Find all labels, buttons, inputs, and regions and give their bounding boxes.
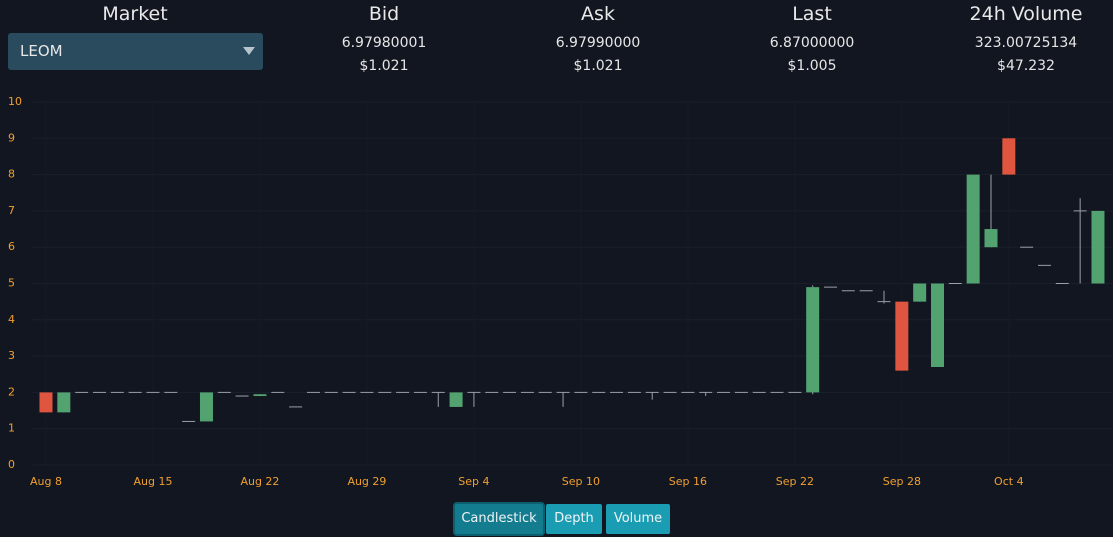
last-column: Last 6.87000000 $1.005 [705,0,919,77]
column-header: Ask [581,3,615,25]
candle-body [57,392,71,413]
y-tick-label: 1 [8,422,15,435]
column-header: 24h Volume [969,3,1083,25]
candle-body [1002,138,1016,175]
candle-body [913,283,927,302]
x-tick-label: Aug 15 [133,475,172,488]
usd-value: $1.021 [573,58,623,74]
candlestick-chart: 0 1 2 3 4 5 6 7 8 9 10 Aug 8 Aug 15 Aug 22 Aug 29 Sep 4… [8,95,1113,488]
candle-body [966,174,980,284]
candle-body [199,392,213,422]
y-tick-label: 2 [8,385,15,398]
y-tick-label: 9 [8,131,15,144]
x-tick-label: Aug 22 [240,475,279,488]
candlestick-button[interactable]: Candlestick [455,504,543,534]
y-tick-label: 3 [8,349,15,362]
dropdown-value: LEOM [20,42,63,60]
x-tick-label: Sep 10 [562,475,600,488]
candle-body [39,392,53,413]
volume-value: 323.00725134 [974,35,1078,51]
y-tick-label: 10 [8,95,22,108]
x-tick-label: Sep 4 [458,475,489,488]
y-tick-label: 7 [8,204,15,217]
market-column: Market [28,0,242,28]
candle-body [806,287,820,393]
depth-button[interactable]: Depth [546,504,602,534]
candle-body [253,394,267,397]
candle-body [1091,210,1105,284]
price-value: 6.97980001 [341,35,427,51]
y-tick-label: 4 [8,313,15,326]
y-tick-label: 6 [8,240,15,253]
price-value: 6.97990000 [555,35,641,51]
usd-value: $1.021 [359,58,409,74]
candle-body [984,229,998,248]
volume-column: 24h Volume 323.00725134 $47.232 [919,0,1113,77]
x-tick-label: Aug 8 [30,475,62,488]
ask-column: Ask 6.97990000 $1.021 [491,0,705,77]
column-header: Bid [368,3,400,25]
usd-value: $47.232 [997,58,1055,74]
y-tick-label: 0 [8,458,15,471]
x-tick-label: Sep 28 [883,475,921,488]
price-value: 6.87000000 [769,35,855,51]
candle-body [895,301,909,371]
x-tick-label: Sep 16 [669,475,707,488]
x-tick-label: Oct 4 [994,475,1024,488]
y-tick-label: 8 [8,168,15,181]
candle-body [931,283,944,367]
column-header: Market [102,3,168,25]
bid-column: Bid 6.97980001 $1.021 [277,0,491,77]
volume-button[interactable]: Volume [606,504,670,534]
candle-body [449,392,463,407]
dropdown-arrow [243,47,255,55]
column-header: Last [792,3,832,25]
x-tick-label: Aug 29 [347,475,386,488]
x-tick-label: Sep 22 [776,475,814,488]
y-tick-label: 5 [8,277,15,290]
usd-value: $1.005 [787,58,837,74]
market-dropdown[interactable]: LEOM [8,33,263,70]
